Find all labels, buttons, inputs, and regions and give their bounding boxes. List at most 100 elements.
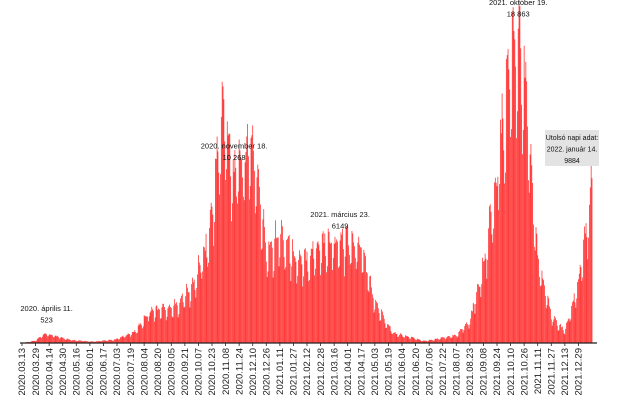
daily-bar xyxy=(391,331,392,343)
daily-bar xyxy=(159,309,160,343)
daily-bar xyxy=(279,257,280,343)
daily-bar xyxy=(202,271,203,343)
annotation-date: 2020. április 11. xyxy=(20,304,72,313)
daily-bar xyxy=(436,339,437,343)
daily-bar xyxy=(295,258,296,343)
x-tick-label: 2021.08.23 xyxy=(465,348,476,396)
daily-bar xyxy=(280,234,281,343)
daily-bar xyxy=(136,333,137,343)
daily-bar xyxy=(38,338,39,343)
daily-bar xyxy=(184,308,185,343)
daily-bar xyxy=(242,177,243,343)
x-tick-label: 2020.12.26 xyxy=(262,348,273,396)
daily-bar xyxy=(50,335,51,343)
x-tick-label: 2021.10.10 xyxy=(506,348,517,396)
daily-bar xyxy=(277,238,278,343)
daily-bar xyxy=(448,336,449,343)
daily-bar xyxy=(391,334,392,343)
daily-bar xyxy=(60,338,61,343)
daily-bar xyxy=(172,316,173,343)
x-tick-label: 2021.12.29 xyxy=(574,348,585,396)
daily-bar xyxy=(497,186,498,343)
daily-bar xyxy=(53,337,54,343)
daily-bar xyxy=(263,219,264,343)
daily-bar xyxy=(407,336,408,343)
daily-bar xyxy=(200,265,201,343)
daily-bar xyxy=(456,336,457,343)
daily-bar xyxy=(62,338,63,343)
daily-bar xyxy=(405,335,406,343)
daily-bar xyxy=(303,276,304,343)
daily-bar xyxy=(259,187,260,343)
daily-bar xyxy=(322,234,323,343)
daily-bar xyxy=(56,336,57,343)
daily-bar xyxy=(161,318,162,343)
daily-bar xyxy=(570,321,571,343)
daily-bar xyxy=(162,307,163,343)
x-tick-label: 2021.03.16 xyxy=(329,348,340,396)
daily-bar xyxy=(436,339,437,343)
daily-bar xyxy=(375,300,376,343)
daily-bar xyxy=(330,244,331,343)
daily-bar xyxy=(313,241,314,343)
daily-bar xyxy=(207,267,208,343)
daily-bar xyxy=(67,339,68,343)
x-tick-label: 2020.11.08 xyxy=(221,348,232,395)
daily-bar xyxy=(284,257,285,343)
daily-bar xyxy=(542,278,543,343)
daily-bar xyxy=(131,335,132,343)
daily-bar xyxy=(382,311,383,343)
daily-bar xyxy=(581,267,582,343)
daily-bar xyxy=(338,268,339,343)
daily-bar xyxy=(453,335,454,343)
daily-bar xyxy=(441,338,442,343)
annotation-value: 18 863 xyxy=(507,10,530,19)
daily-bar xyxy=(335,243,336,343)
daily-bar xyxy=(173,317,174,343)
daily-bar xyxy=(486,259,487,343)
daily-bar xyxy=(502,93,503,343)
daily-bar xyxy=(193,282,194,343)
daily-bar xyxy=(290,264,291,343)
daily-bar xyxy=(542,271,543,343)
daily-bar xyxy=(39,337,40,343)
daily-bar xyxy=(197,274,198,343)
daily-bar xyxy=(450,337,451,343)
annotation-value: 6149 xyxy=(332,222,349,231)
daily-bar xyxy=(335,237,336,343)
daily-bar xyxy=(441,337,442,343)
daily-bar xyxy=(301,256,302,343)
daily-bar xyxy=(288,236,289,343)
daily-bar xyxy=(381,309,382,343)
daily-bar xyxy=(531,144,532,343)
daily-bar xyxy=(478,285,479,343)
daily-bar xyxy=(196,288,197,343)
daily-bar xyxy=(217,137,218,343)
daily-bar xyxy=(162,304,163,343)
daily-bar xyxy=(233,160,234,343)
daily-bar xyxy=(524,46,525,343)
daily-bar xyxy=(406,336,407,343)
daily-bar xyxy=(45,333,46,343)
daily-bar xyxy=(569,318,570,343)
daily-bar xyxy=(356,269,357,343)
daily-bar xyxy=(395,332,396,343)
daily-bar xyxy=(43,335,44,343)
daily-bar xyxy=(374,309,375,343)
daily-bar xyxy=(185,296,186,343)
daily-bar xyxy=(256,206,257,343)
daily-bar xyxy=(178,317,179,343)
daily-bar xyxy=(148,321,149,343)
daily-bar xyxy=(41,338,42,343)
daily-bar xyxy=(358,237,359,343)
daily-bar xyxy=(369,276,370,343)
daily-bar xyxy=(368,290,369,343)
daily-bar xyxy=(465,324,466,343)
daily-bar xyxy=(51,335,52,343)
daily-bar xyxy=(446,339,447,343)
daily-bar xyxy=(252,125,253,343)
daily-bar xyxy=(392,334,393,343)
daily-bar xyxy=(254,171,255,343)
daily-bar xyxy=(181,296,182,343)
